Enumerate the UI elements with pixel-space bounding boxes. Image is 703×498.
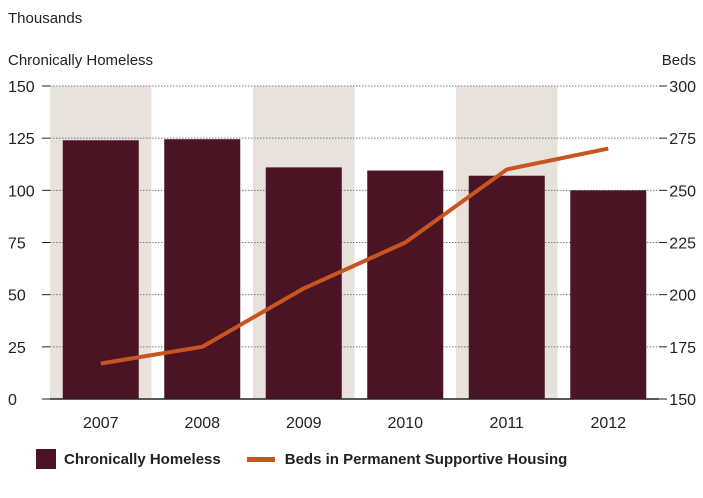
right-tick-label: 250 (669, 183, 696, 200)
right-axis-title: Beds (662, 52, 696, 69)
legend-item-beds: Beds in Permanent Supportive Housing (246, 450, 568, 468)
line-beds (100, 146, 609, 366)
right-tick-label: 300 (669, 79, 696, 96)
bar-2010 (367, 170, 444, 399)
bar-2008 (164, 139, 241, 399)
left-axis-title: Chronically Homeless (8, 52, 153, 69)
left-tick-label: 0 (8, 392, 17, 409)
x-tick-label: 2008 (184, 415, 220, 432)
legend: Chronically Homeless Beds in Permanent S… (36, 449, 593, 469)
axes: 0 150 25 175 50 200 75 225 100 250 125 275 150 300 200… (8, 79, 696, 432)
legend-item-chronically-homeless: Chronically Homeless (36, 449, 221, 469)
bar-series (62, 139, 647, 399)
x-tick-label: 2009 (286, 415, 322, 432)
bar-2007 (62, 140, 139, 399)
left-tick-label: 150 (8, 79, 35, 96)
x-tick-label: 2007 (83, 415, 119, 432)
right-tick-label: 225 (669, 236, 696, 253)
left-tick-label: 25 (8, 340, 26, 357)
bar-2011 (468, 175, 545, 399)
x-tick-label: 2010 (387, 415, 423, 432)
gridlines (50, 85, 659, 348)
x-tick-label: 2012 (590, 415, 626, 432)
left-tick-label: 100 (8, 183, 35, 200)
left-tick-label: 75 (8, 236, 26, 253)
right-tick-label: 200 (669, 288, 696, 305)
line-series (100, 146, 609, 366)
bar-2009 (265, 167, 342, 399)
right-tick-label: 175 (669, 340, 696, 357)
units-label: Thousands (8, 10, 82, 27)
legend-label-beds: Beds in Permanent Supportive Housing (284, 450, 568, 468)
legend-line-swatch (246, 456, 275, 462)
x-tick-label: 2011 (490, 415, 525, 432)
right-tick-label: 275 (669, 131, 696, 148)
legend-bar-swatch (36, 449, 56, 469)
right-tick-label: 150 (669, 392, 696, 409)
left-tick-label: 50 (8, 288, 26, 305)
bar-2012 (570, 190, 647, 399)
left-tick-label: 125 (8, 131, 35, 148)
legend-label-chronically-homeless: Chronically Homeless (64, 450, 221, 468)
